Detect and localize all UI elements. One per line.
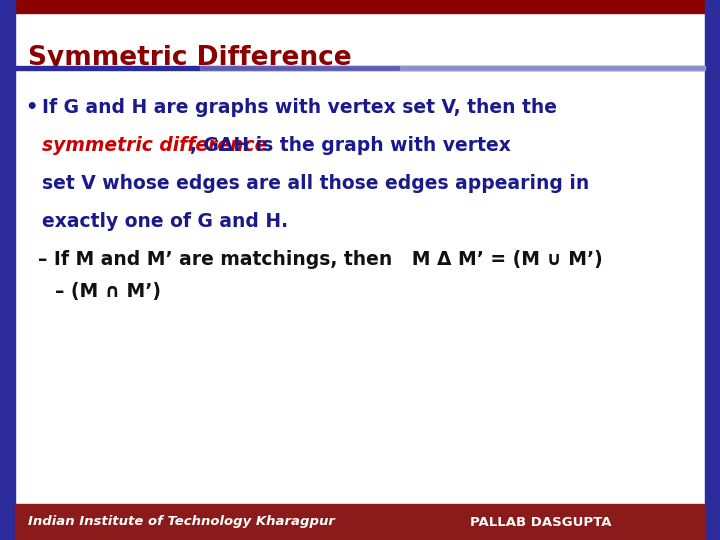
Bar xyxy=(0,0,720,13)
Text: PALLAB DASGUPTA: PALLAB DASGUPTA xyxy=(470,516,611,529)
Text: – If M and M’ are matchings, then   M Δ M’ = (M ∪ M’): – If M and M’ are matchings, then M Δ M’… xyxy=(38,250,603,269)
Text: exactly one of G and H.: exactly one of G and H. xyxy=(42,212,288,231)
Text: If G and H are graphs with vertex set V, then the: If G and H are graphs with vertex set V,… xyxy=(42,98,557,117)
Bar xyxy=(200,66,705,70)
Text: •: • xyxy=(25,98,37,117)
Bar xyxy=(15,504,705,540)
Bar xyxy=(0,0,15,540)
Text: Indian Institute of Technology Kharagpur: Indian Institute of Technology Kharagpur xyxy=(28,516,335,529)
Bar xyxy=(705,0,720,540)
Text: Symmetric Difference: Symmetric Difference xyxy=(28,45,351,71)
Text: – (M ∩ M’): – (M ∩ M’) xyxy=(55,282,161,301)
Text: symmetric difference: symmetric difference xyxy=(42,136,267,155)
Text: , GΔH is the graph with vertex: , GΔH is the graph with vertex xyxy=(190,136,511,155)
Bar xyxy=(400,66,705,70)
Bar xyxy=(15,66,705,70)
Text: set V whose edges are all those edges appearing in: set V whose edges are all those edges ap… xyxy=(42,174,589,193)
